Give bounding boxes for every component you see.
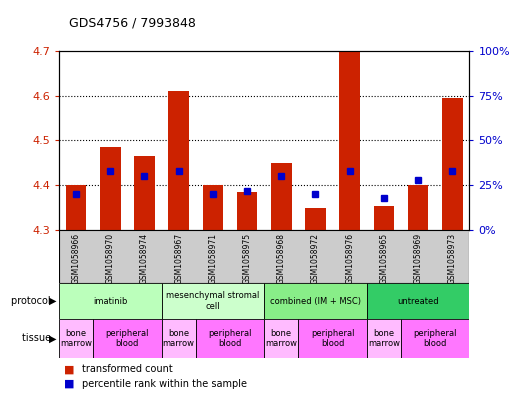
Bar [162, 283, 264, 319]
Text: GSM1058968: GSM1058968 [277, 233, 286, 284]
Text: transformed count: transformed count [82, 364, 173, 375]
Text: GSM1058966: GSM1058966 [72, 233, 81, 284]
Text: bone
marrow: bone marrow [60, 329, 92, 348]
Bar [162, 319, 196, 358]
Text: GSM1058975: GSM1058975 [243, 233, 251, 284]
Text: peripheral
blood: peripheral blood [208, 329, 252, 348]
Bar [168, 91, 189, 230]
Text: GSM1058973: GSM1058973 [448, 233, 457, 284]
Bar [305, 208, 326, 230]
Text: GSM1058972: GSM1058972 [311, 233, 320, 284]
Text: bone
marrow: bone marrow [163, 329, 195, 348]
Bar [93, 319, 162, 358]
Bar [264, 283, 367, 319]
Text: mesenchymal stromal
cell: mesenchymal stromal cell [166, 291, 260, 311]
Bar [264, 319, 299, 358]
Bar [59, 319, 93, 358]
Bar [271, 163, 291, 230]
Text: percentile rank within the sample: percentile rank within the sample [82, 379, 247, 389]
Text: ■: ■ [64, 379, 74, 389]
Text: GSM1058974: GSM1058974 [140, 233, 149, 284]
Bar [134, 156, 155, 230]
Text: ■: ■ [64, 364, 74, 375]
Bar [299, 319, 367, 358]
Text: protocol: protocol [11, 296, 54, 306]
Bar [66, 185, 86, 230]
Text: imatinib: imatinib [93, 297, 128, 305]
Text: peripheral
blood: peripheral blood [413, 329, 457, 348]
Text: GSM1058969: GSM1058969 [413, 233, 423, 284]
Text: GSM1058965: GSM1058965 [380, 233, 388, 284]
Text: GSM1058971: GSM1058971 [208, 233, 218, 284]
Bar [401, 319, 469, 358]
Text: GSM1058976: GSM1058976 [345, 233, 354, 284]
Text: untreated: untreated [397, 297, 439, 305]
Bar [373, 206, 394, 230]
Bar [367, 283, 469, 319]
Bar [203, 185, 223, 230]
Bar [237, 192, 258, 230]
Bar [408, 185, 428, 230]
Bar [367, 319, 401, 358]
Text: peripheral
blood: peripheral blood [106, 329, 149, 348]
Text: peripheral
blood: peripheral blood [311, 329, 354, 348]
Text: ▶: ▶ [49, 333, 56, 343]
Bar [442, 98, 463, 230]
Bar [340, 51, 360, 230]
Text: GSM1058970: GSM1058970 [106, 233, 115, 284]
Text: GDS4756 / 7993848: GDS4756 / 7993848 [69, 17, 196, 29]
Text: bone
marrow: bone marrow [265, 329, 298, 348]
Text: tissue: tissue [22, 333, 54, 343]
Text: GSM1058967: GSM1058967 [174, 233, 183, 284]
Bar [100, 147, 121, 230]
Text: bone
marrow: bone marrow [368, 329, 400, 348]
Bar [59, 283, 162, 319]
Bar [196, 319, 264, 358]
Text: ▶: ▶ [49, 296, 56, 306]
Text: combined (IM + MSC): combined (IM + MSC) [270, 297, 361, 305]
